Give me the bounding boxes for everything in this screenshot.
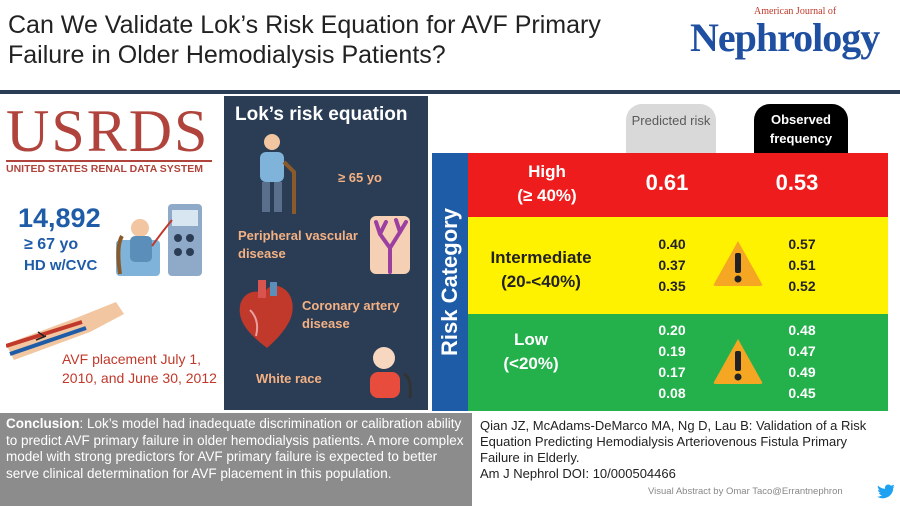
high-category-label: High (≥ 40%): [472, 160, 622, 208]
low-risk-band: [468, 314, 888, 411]
lok-title: Lok’s risk equation: [235, 104, 408, 125]
intermediate-observed-value: 0.57: [788, 236, 816, 252]
low-predicted-value: 0.17: [658, 364, 686, 380]
low-predicted-value: 0.08: [658, 385, 686, 401]
person-icon: [370, 347, 412, 399]
conclusion-text: : Lok’s model had inadequate discriminat…: [6, 416, 464, 481]
cohort-count: 14,892: [18, 203, 101, 233]
lok-race: White race: [256, 371, 322, 386]
low-predicted-values: 0.20 0.19 0.17 0.08: [632, 320, 712, 404]
intermediate-observed-value: 0.51: [788, 257, 816, 273]
intermediate-label-range: (20-<40%): [501, 272, 581, 291]
risk-category-bar: [432, 153, 468, 411]
cohort-age: ≥ 67 yo: [24, 236, 79, 253]
high-label-range: (≥ 40%): [517, 186, 577, 205]
intermediate-predicted-value: 0.35: [658, 278, 686, 294]
citation-text: Qian JZ, McAdams-DeMarco MA, Ng D, Lau B…: [480, 418, 867, 465]
predicted-risk-header: Predicted risk: [626, 104, 716, 154]
lok-pvd: Peripheral vascular disease: [238, 228, 358, 261]
observed-frequency-header: Observed frequency: [754, 104, 848, 154]
intermediate-predicted-value: 0.37: [658, 257, 686, 273]
journal-logo-small-text: American Journal of: [754, 6, 837, 17]
credit-text: Visual Abstract by Omar Taco@Errantnephr…: [648, 486, 843, 497]
elderly-person-icon: [260, 134, 296, 214]
warning-icon: [713, 339, 763, 384]
intermediate-category-label: Intermediate (20-<40%): [466, 246, 616, 294]
header-divider: [0, 90, 900, 94]
low-category-label: Low (<20%): [456, 328, 606, 376]
twitter-bird-icon[interactable]: [876, 484, 896, 500]
arm-fistula-icon: [6, 302, 124, 360]
low-observed-value: 0.49: [788, 364, 816, 380]
blood-vessel-icon: [370, 216, 410, 274]
warning-icon: [713, 241, 763, 286]
intermediate-observed-values: 0.57 0.51 0.52: [762, 234, 842, 297]
avf-placement-text: AVF placement July 1, 2010, and June 30,…: [62, 351, 217, 386]
lok-cad: Coronary artery disease: [302, 298, 400, 331]
conclusion-label: Conclusion: [6, 416, 80, 431]
intermediate-predicted-values: 0.40 0.37 0.35: [632, 234, 712, 297]
usrds-subtitle: UNITED STATES RENAL DATA SYSTEM: [6, 163, 203, 175]
dialysis-machine-icon: [116, 204, 202, 276]
low-observed-value: 0.48: [788, 322, 816, 338]
intermediate-risk-band: [468, 217, 888, 314]
low-observed-values: 0.48 0.47 0.49 0.45: [762, 320, 842, 404]
low-observed-value: 0.47: [788, 343, 816, 359]
heart-icon: [239, 280, 293, 348]
lok-age: ≥ 65 yo: [338, 170, 382, 185]
low-label-range: (<20%): [503, 354, 559, 373]
high-predicted-value: 0.61: [645, 170, 689, 195]
citation-doi: Am J Nephrol DOI: 10/000504466: [480, 466, 676, 481]
high-risk-band: [468, 153, 888, 217]
cohort-hd: HD w/CVC: [24, 257, 98, 274]
citation: Qian JZ, McAdams-DeMarco MA, Ng D, Lau B…: [480, 418, 890, 482]
page-title: Can We Validate Lok’s Risk Equation for …: [8, 11, 601, 69]
high-observed-value: 0.53: [775, 170, 819, 195]
intermediate-label-name: Intermediate: [490, 248, 592, 267]
intermediate-observed-value: 0.52: [788, 278, 816, 294]
intermediate-predicted-value: 0.40: [658, 236, 686, 252]
low-observed-value: 0.45: [788, 385, 816, 401]
low-label-name: Low: [514, 330, 548, 349]
low-predicted-value: 0.19: [658, 343, 686, 359]
usrds-divider: [6, 160, 212, 162]
journal-logo: Nephrology: [690, 15, 880, 60]
conclusion-box: Conclusion: Lok’s model had inadequate d…: [0, 413, 472, 506]
usrds-logo: USRDS: [6, 98, 210, 164]
low-predicted-value: 0.20: [658, 322, 686, 338]
high-label-name: High: [528, 162, 566, 181]
